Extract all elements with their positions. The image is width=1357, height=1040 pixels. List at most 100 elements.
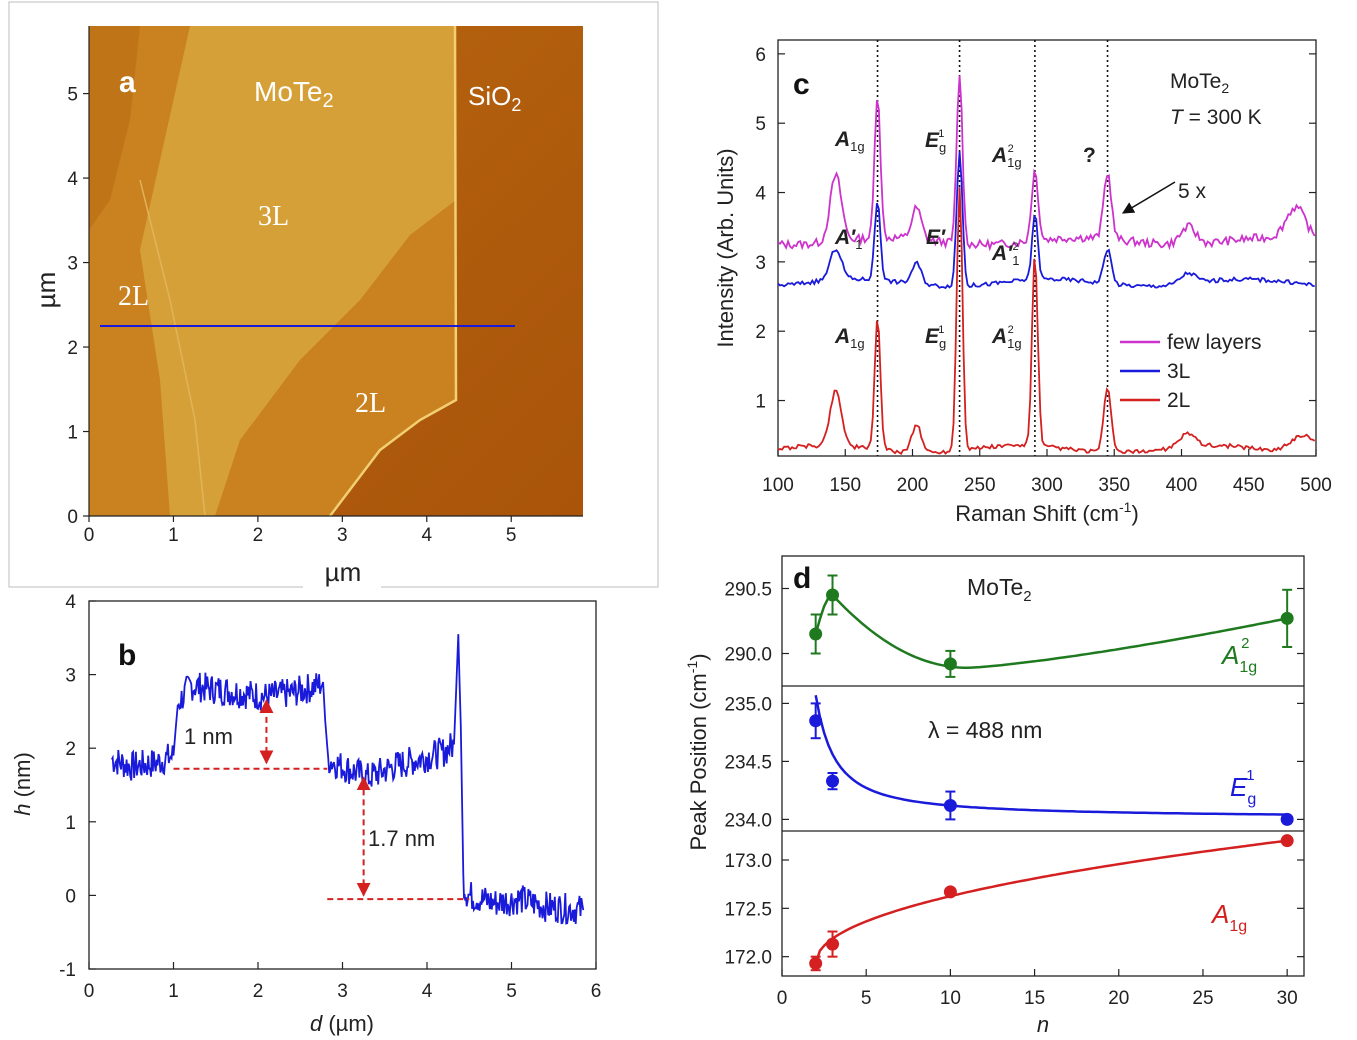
panel-letter-d: d [793,562,811,595]
dark-region [89,26,140,230]
panel-a-ticks: 0 1 2 3 4 5 0 1 2 3 4 5 [67,85,516,546]
panel-c-x-tick-label: 350 [1098,475,1130,496]
panel-a-y-tick-label: 0 [67,507,78,528]
data-point-A1g2 [809,627,823,641]
label-3l: 3L [258,201,289,232]
panel-d-label-eg1: Eg1 [1230,767,1256,808]
panel-d-y-tick-label: 172.0 [724,948,772,969]
panel-c-x-tick-label: 150 [829,475,861,496]
legend-label-2l: 2L [1167,389,1190,412]
panel-a-y-tick-label: 3 [67,254,78,275]
peak-label-few-eg1: Eg1 [925,128,946,155]
panel-b-y-tick-label: 3 [65,666,76,687]
peak-label-question: ? [1083,144,1096,167]
panel-c-y-tick-label: 3 [755,253,766,274]
data-point-Eg1 [943,798,957,812]
data-point-Eg1 [826,774,840,788]
panel-c-ylabel: Intensity (Arb. Units) [713,148,738,347]
panel-a-x-unit: µm [325,557,362,587]
panel-d-ylabel: Peak Position (cm-1) [684,653,711,850]
data-point-A1g2 [1280,611,1294,625]
panel-c-y-tick-label: 6 [755,45,766,66]
panel-d-x-tick-label: 15 [1024,988,1045,1009]
peak-label-few-a1g: A1g [834,128,865,154]
panel-d-x-tick-label: 5 [861,988,872,1009]
panel-d-y-tick-label: 235.0 [724,694,772,715]
annotation-1-7nm: 1.7 nm [368,826,435,851]
peak-label-3l-a12: A′12 [991,241,1019,268]
panel-a-y-tick-label: 5 [67,85,78,106]
peak-label-3l-a1: A′1 [834,226,862,252]
panel-d-x-tick-label: 25 [1192,988,1213,1009]
panel-b-y-tick-label: 4 [65,592,76,613]
data-point-A1g2 [943,657,957,671]
panel-d-y-tick-label: 172.5 [724,899,772,920]
panel-d-x-tick-label: 30 [1277,988,1298,1009]
panel-c-series [777,75,1316,455]
annotation-1nm: 1 nm [184,724,233,749]
panel-c: 100 150 200 250 300 350 400 450 500 1 2 3 4 5 6 c MoTe… [713,39,1332,526]
panel-b-x-tick-label: 6 [591,981,602,1002]
panel-b-x-tick-label: 2 [253,981,264,1002]
panel-c-x-tick-label: 450 [1233,475,1265,496]
panel-d-y-tick-label: 290.5 [724,580,772,601]
panel-b-ylabel: h (nm) [10,752,35,816]
afm-image: a MoTe2 SiO2 3L 2L 2L [89,25,583,517]
panel-letter-b: b [118,639,136,672]
panel-c-x-tick-label: 400 [1166,475,1198,496]
panel-c-y-tick-label: 4 [755,184,766,205]
peak-label-2l-a1g2: A1g2 [991,324,1022,351]
panel-d-y-tick-label: 173.0 [724,851,772,872]
panel-a-y-tick-label: 1 [67,423,78,444]
raman-spectrum-few-layers [777,75,1316,252]
panel-c-legend: few layers 3L 2L [1120,331,1262,412]
panel-c-x-tick-label: 100 [762,475,794,496]
panel-b-x-tick-label: 5 [506,981,517,1002]
panel-c-vlines [876,40,1109,456]
data-point-A1g [826,937,840,951]
fold-line [139,179,206,517]
panel-b-x-tick-label: 1 [168,981,179,1002]
panel-c-y-tick-label: 2 [755,322,766,343]
panel-c-y-tick-label: 1 [755,392,766,413]
panel-b-x-tick-label: 0 [84,981,95,1002]
panel-d-wavelength: λ = 488 nm [928,717,1042,743]
five-x-label: 5 x [1178,180,1207,203]
panel-a-x-tick-label: 2 [253,525,264,546]
data-point-A1g2 [826,588,840,602]
panel-b-annotations [173,698,470,901]
panel-a-unit-tab [303,575,381,599]
peak-label-2l-eg1: Eg1 [925,324,946,351]
panel-c-x-tick-label: 250 [964,475,996,496]
legend-label-3l: 3L [1167,360,1190,383]
data-point-A1g [1280,834,1294,848]
panel-b: 0 1 2 3 4 5 6 -1 0 1 2 3 4 b 1 nm 1.7 nm d (µm) h (n… [10,592,601,1036]
panel-c-material: MoTe2 [1170,70,1229,96]
peak-label-3l-e: E′ [926,226,946,249]
panel-a-x-tick-label: 3 [337,525,348,546]
panel-c-ticks: 100 150 200 250 300 350 400 450 500 1 2 3 4 5 6 [755,45,1331,496]
panel-a-x-tick-label: 0 [84,525,95,546]
three-layer-region [140,26,456,516]
height-profile-line [110,634,585,925]
panel-b-ticks: 0 1 2 3 4 5 6 -1 0 1 2 3 4 [59,592,601,1002]
five-x-arrow [1121,181,1176,214]
panel-a-y-tick-label: 2 [67,338,78,359]
panel-d-y-tick-label: 234.5 [724,752,772,773]
panel-b-y-tick-label: 1 [65,813,76,834]
panel-c-x-tick-label: 300 [1031,475,1063,496]
panel-d-frame [781,555,1305,977]
panel-c-temperature: T = 300 K [1170,106,1262,129]
panel-a-y-unit: µm [31,272,61,309]
panel-letter-c: c [793,68,810,101]
panel-a: a MoTe2 SiO2 3L 2L 2L 0 1 2 3 4 5 0 1 2 3 4 5 µm µm [8,1,659,599]
raman-spectrum-3L [777,151,1315,290]
panel-c-x-tick-label: 200 [897,475,929,496]
panel-d-y-tick-label: 290.0 [724,645,772,666]
fit-curve-Eg1 [814,695,1288,816]
panel-b-y-tick-label: -1 [59,960,76,981]
panel-d-x-tick-label: 0 [777,988,788,1009]
panel-d-xlabel: n [1037,1012,1049,1037]
panel-b-frame [88,600,597,970]
label-mote2: MoTe2 [254,76,334,112]
